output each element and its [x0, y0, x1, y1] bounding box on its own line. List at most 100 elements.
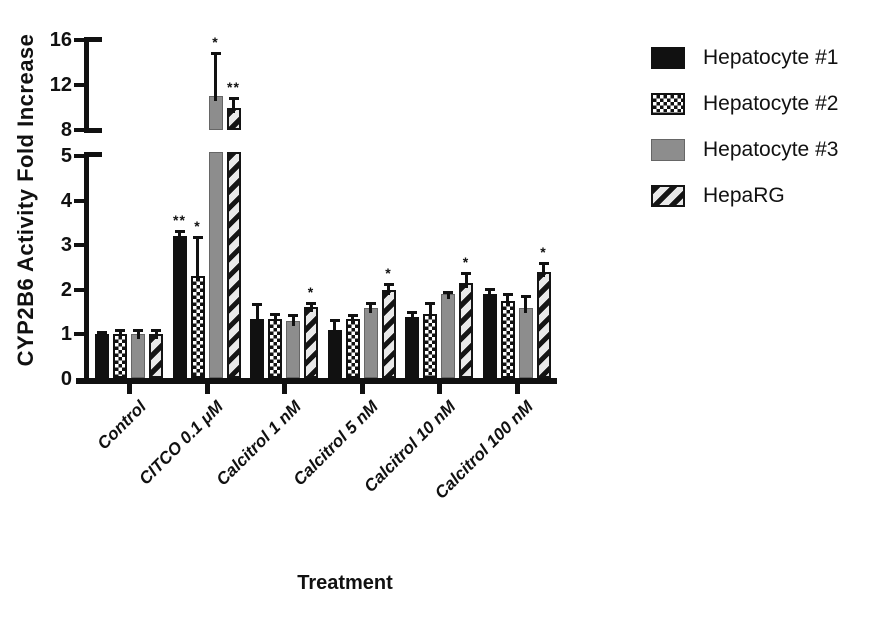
error-bar-whisker [232, 96, 235, 113]
error-bar-cap [443, 290, 453, 294]
error-bar-cap [288, 314, 298, 318]
x-tick [437, 384, 442, 394]
bar [149, 334, 163, 378]
x-axis-title: Treatment [297, 572, 393, 594]
error-bar-cap [520, 295, 531, 299]
error-bar-cap [133, 328, 143, 332]
x-tick [127, 384, 132, 394]
error-bar-cap [383, 283, 394, 287]
error-bar-whisker [118, 329, 122, 340]
y-tick [74, 83, 84, 87]
bar [304, 306, 318, 378]
error-bar-whisker [369, 302, 372, 313]
error-bar-cap [329, 318, 340, 322]
error-bar-cap [538, 262, 549, 266]
bar [363, 307, 378, 378]
sig-marker: * [385, 265, 392, 282]
y-tick-label: 12 [49, 74, 72, 96]
bar [459, 283, 473, 378]
y-tick [74, 128, 84, 132]
sig-marker: * [194, 218, 201, 235]
error-bar-cap [347, 314, 358, 318]
error-bar-cap [484, 287, 495, 291]
bar [482, 294, 497, 378]
bar [327, 329, 342, 378]
error-bar-cap [461, 271, 471, 275]
y-tick-label: 8 [60, 119, 72, 141]
x-tick [359, 384, 365, 394]
error-bar-whisker [506, 293, 509, 306]
error-bar-cap [306, 302, 316, 306]
y-tick [74, 243, 84, 248]
error-bar-whisker [273, 313, 277, 324]
error-bar-cap [192, 236, 203, 240]
bar [268, 318, 282, 378]
error-bar-whisker [196, 236, 199, 282]
error-bar-cap [210, 52, 221, 56]
error-bar-whisker [524, 295, 527, 313]
error-bar-whisker [136, 328, 140, 340]
error-bar-cap [151, 329, 161, 333]
sig-marker: * [462, 253, 470, 270]
bar [226, 152, 241, 378]
x-tick [204, 384, 210, 394]
bar [208, 96, 223, 130]
error-bar-cap [270, 313, 280, 317]
error-bar-cap [425, 302, 435, 306]
bar [536, 271, 551, 378]
bar [441, 294, 455, 378]
x-category-label: Control [93, 397, 150, 454]
y-tick-label: 3 [60, 234, 72, 257]
error-bar-whisker [255, 303, 259, 324]
bar [518, 307, 533, 378]
bar [208, 152, 223, 378]
y-tick [74, 287, 84, 292]
y-tick-label: 16 [49, 29, 72, 51]
legend-label: HepaRG [703, 184, 785, 207]
error-bar-whisker [542, 262, 545, 277]
bar [423, 314, 437, 378]
y-axis-upper-spine [84, 37, 89, 133]
legend-swatch-solid-gray [651, 139, 685, 161]
y-axis-lower-cap-top [84, 152, 102, 157]
sig-marker: ** [227, 78, 240, 95]
y-tick [74, 38, 84, 42]
legend-label: Hepatocyte #1 [703, 46, 839, 69]
legend-label: Hepatocyte #3 [703, 138, 839, 161]
error-bar-cap [407, 311, 417, 315]
error-bar-whisker [464, 271, 468, 289]
error-bar-cap [97, 331, 107, 335]
error-bar-whisker [446, 290, 450, 300]
error-bar-whisker [410, 311, 414, 322]
bar [95, 334, 109, 378]
bar [500, 300, 515, 378]
error-bar-whisker [214, 52, 217, 102]
y-tick [74, 332, 84, 337]
y-tick-label: 1 [60, 323, 72, 346]
y-axis-upper-cap-top [84, 37, 102, 42]
y-axis-upper-cap-bottom [84, 128, 102, 133]
error-bar-cap [252, 303, 262, 307]
x-axis-baseline [76, 378, 557, 384]
x-tick [514, 384, 520, 394]
y-tick-label: 5 [60, 145, 72, 167]
bar [286, 321, 300, 378]
y-tick-label: 2 [60, 278, 72, 301]
error-bar-whisker [387, 283, 390, 295]
sig-marker: * [307, 284, 315, 301]
error-bar-whisker [291, 314, 295, 327]
error-bar-cap [502, 293, 513, 297]
bar [190, 276, 205, 378]
error-bar-whisker [428, 302, 432, 320]
y-tick-label: 0 [60, 368, 72, 390]
error-bar-cap [365, 302, 376, 306]
error-bar-cap [228, 96, 239, 100]
bar [345, 318, 360, 378]
y-tick-label: 4 [60, 189, 72, 212]
sig-marker: ** [173, 211, 186, 228]
bar [131, 334, 145, 378]
error-bar-whisker [309, 302, 313, 312]
bar [113, 334, 127, 378]
legend-swatch-checkerboard [651, 93, 685, 115]
